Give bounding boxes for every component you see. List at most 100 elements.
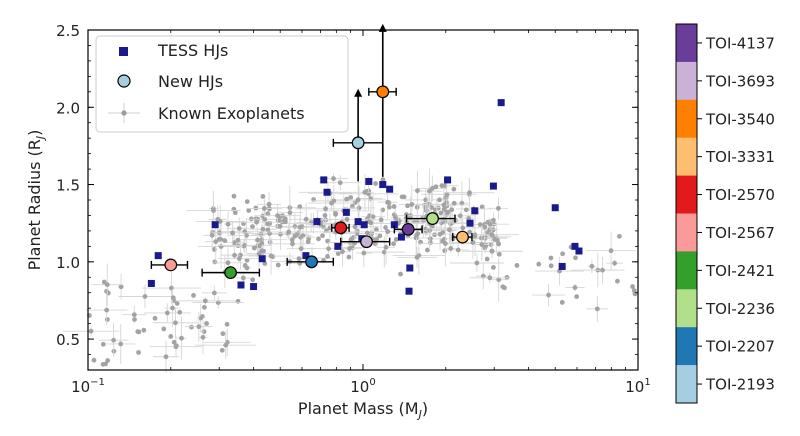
tess-hj-point — [379, 181, 387, 189]
known-exoplanet-point — [442, 241, 448, 246]
known-exoplanet-point — [457, 213, 463, 219]
known-exoplanet-point — [442, 248, 448, 254]
known-exoplanet-point — [355, 197, 361, 203]
known-exoplanet-point — [191, 293, 196, 298]
toi-3540-point — [376, 85, 390, 99]
known-exoplanet-point — [399, 194, 405, 200]
known-exoplanet-point — [265, 221, 270, 227]
known-exoplanet-point — [222, 238, 228, 244]
tess-hj-point — [571, 242, 579, 250]
known-exoplanet-point — [405, 203, 410, 209]
known-exoplanet-point — [219, 347, 225, 353]
known-exoplanet-point — [132, 317, 137, 322]
known-exoplanet-point — [383, 225, 389, 230]
known-exoplanet-point — [168, 334, 174, 339]
y-axis-label: Planet Radius (RJ) — [25, 130, 47, 271]
known-exoplanet-point — [292, 224, 298, 229]
known-exoplanet-point — [429, 223, 435, 229]
known-exoplanet-point — [415, 231, 421, 237]
known-exoplanet-point — [244, 199, 250, 204]
known-exoplanet-point — [118, 341, 124, 347]
known-exoplanet-point — [201, 304, 207, 310]
known-exoplanet-point — [548, 255, 554, 261]
tess-hj-point — [154, 252, 162, 260]
tess-hj-point — [471, 207, 479, 215]
colorbar-segment-toi-3540 — [676, 99, 697, 138]
known-exoplanet-point — [447, 227, 452, 233]
known-exoplanet-point — [260, 213, 266, 219]
known-exoplanet-point — [262, 261, 268, 266]
known-exoplanet-point — [386, 204, 392, 210]
known-exoplanet-point — [164, 310, 170, 316]
known-exoplanet-point — [202, 298, 208, 304]
known-exoplanet-point — [489, 248, 495, 254]
known-exoplanet-point — [333, 211, 339, 217]
known-exoplanet-point — [204, 321, 209, 326]
known-exoplanet-point — [242, 242, 248, 248]
tess-hj-point — [558, 262, 566, 270]
tess-hj-point — [360, 221, 368, 229]
tess-hj-point — [211, 221, 219, 229]
tess-hj-point — [342, 208, 350, 216]
tess-hj-point — [497, 99, 505, 107]
known-exoplanet-point — [414, 254, 420, 260]
known-exoplanet-point — [240, 275, 246, 281]
known-exoplanet-point — [380, 177, 386, 183]
known-exoplanet-point — [616, 233, 622, 239]
known-exoplanet-point — [142, 294, 148, 299]
legend-box — [95, 35, 349, 133]
known-exoplanet-point — [383, 244, 389, 250]
known-exoplanet-point — [433, 184, 439, 190]
known-exoplanet-point — [212, 259, 218, 265]
known-exoplanet-point — [482, 224, 488, 230]
known-exoplanet-point — [287, 210, 293, 216]
legend-new-marker — [117, 74, 131, 88]
tess-hj-point — [575, 247, 583, 255]
known-exoplanet-point — [559, 299, 565, 305]
known-exoplanet-point — [236, 256, 242, 261]
known-exoplanet-point — [255, 237, 260, 243]
known-exoplanet-point — [437, 231, 443, 237]
tess-hj-point — [551, 204, 559, 212]
known-exoplanet-point — [492, 236, 498, 242]
known-exoplanet-point — [260, 194, 266, 199]
tess-hj-point — [354, 218, 362, 226]
tess-hj-point — [397, 233, 405, 241]
known-exoplanet-point — [466, 215, 472, 221]
known-exoplanet-point — [171, 339, 177, 345]
known-exoplanet-point — [163, 354, 169, 360]
known-exoplanet-point — [248, 216, 254, 222]
colorbar-label: TOI-2570 — [705, 186, 775, 204]
known-exoplanet-point — [286, 229, 292, 235]
known-exoplanet-point — [352, 224, 358, 230]
known-exoplanet-point — [491, 265, 496, 270]
known-exoplanet-point — [574, 294, 580, 300]
tess-hj-point — [406, 264, 414, 272]
known-exoplanet-point — [246, 208, 252, 213]
colorbar-label: TOI-2567 — [705, 224, 775, 242]
known-exoplanet-point — [337, 180, 343, 186]
known-exoplanet-point — [600, 267, 605, 273]
known-exoplanet-point — [441, 202, 447, 208]
known-exoplanet-point — [560, 251, 565, 257]
known-exoplanet-point — [104, 307, 110, 313]
known-exoplanet-point — [275, 262, 281, 268]
known-exoplanet-point — [344, 216, 350, 222]
known-exoplanet-point — [298, 246, 304, 252]
tess-hj-point — [405, 287, 413, 295]
known-exoplanet-point — [244, 265, 250, 271]
known-exoplanet-point — [265, 211, 271, 217]
known-exoplanet-point — [536, 261, 542, 267]
known-exoplanet-point — [262, 206, 267, 211]
known-exoplanet-point — [377, 233, 383, 239]
colorbar-segment-toi-3331 — [676, 137, 697, 176]
known-exoplanet-point — [470, 240, 476, 246]
known-exoplanet-point — [275, 213, 280, 219]
known-exoplanet-point — [189, 324, 194, 330]
known-exoplanet-point — [514, 263, 520, 268]
known-exoplanet-point — [223, 342, 229, 348]
tess-hj-point — [444, 176, 452, 184]
known-exoplanet-point — [459, 200, 465, 206]
legend: TESS HJs New HJs Known Exoplanets — [95, 35, 349, 133]
colorbar-label: TOI-3540 — [705, 110, 775, 128]
